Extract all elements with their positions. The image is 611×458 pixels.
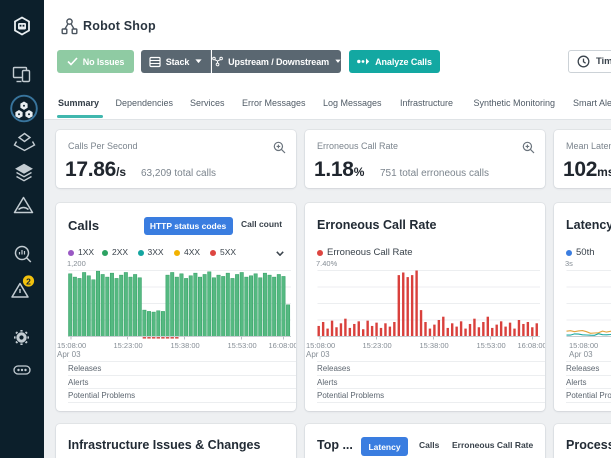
svg-text:2: 2 xyxy=(26,276,31,286)
